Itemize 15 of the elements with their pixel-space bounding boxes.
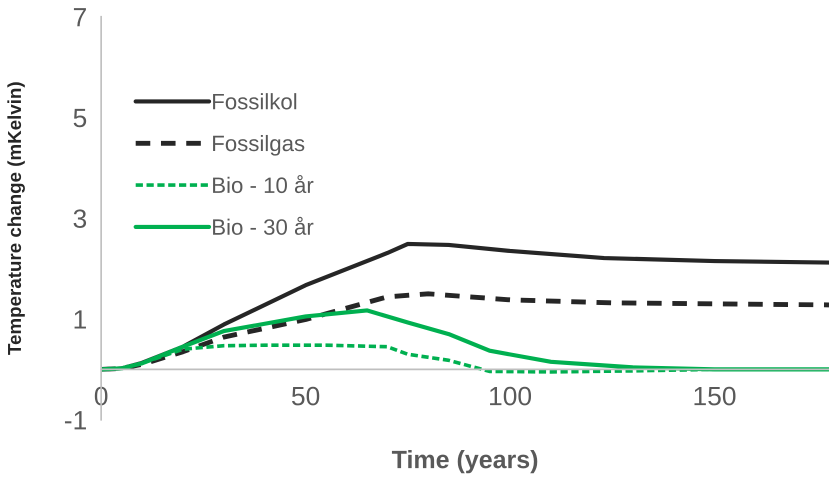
x-tick-label: 100 [490, 386, 532, 406]
legend-label: Bio - 10 år [213, 174, 314, 194]
legend-label: Fossilgas [213, 134, 304, 156]
legend-label: Fossilkol [213, 93, 296, 110]
x-tick-label: 150 [694, 386, 736, 406]
y-tick-label: 1 [74, 310, 86, 329]
x-tick-label: 0 [94, 386, 108, 406]
x-tick-label: 50 [292, 386, 320, 406]
y-tick-label: 7 [74, 8, 86, 26]
y-tick-label: 5 [74, 108, 86, 128]
legend-label: Bio - 30 år [213, 216, 314, 235]
x-axis-title: Time (years) [392, 450, 538, 474]
y-axis-title: Temperature change (mKelvin) [7, 82, 25, 355]
y-tick-label: 3 [74, 209, 86, 228]
y-tick-label: -1 [64, 411, 86, 430]
